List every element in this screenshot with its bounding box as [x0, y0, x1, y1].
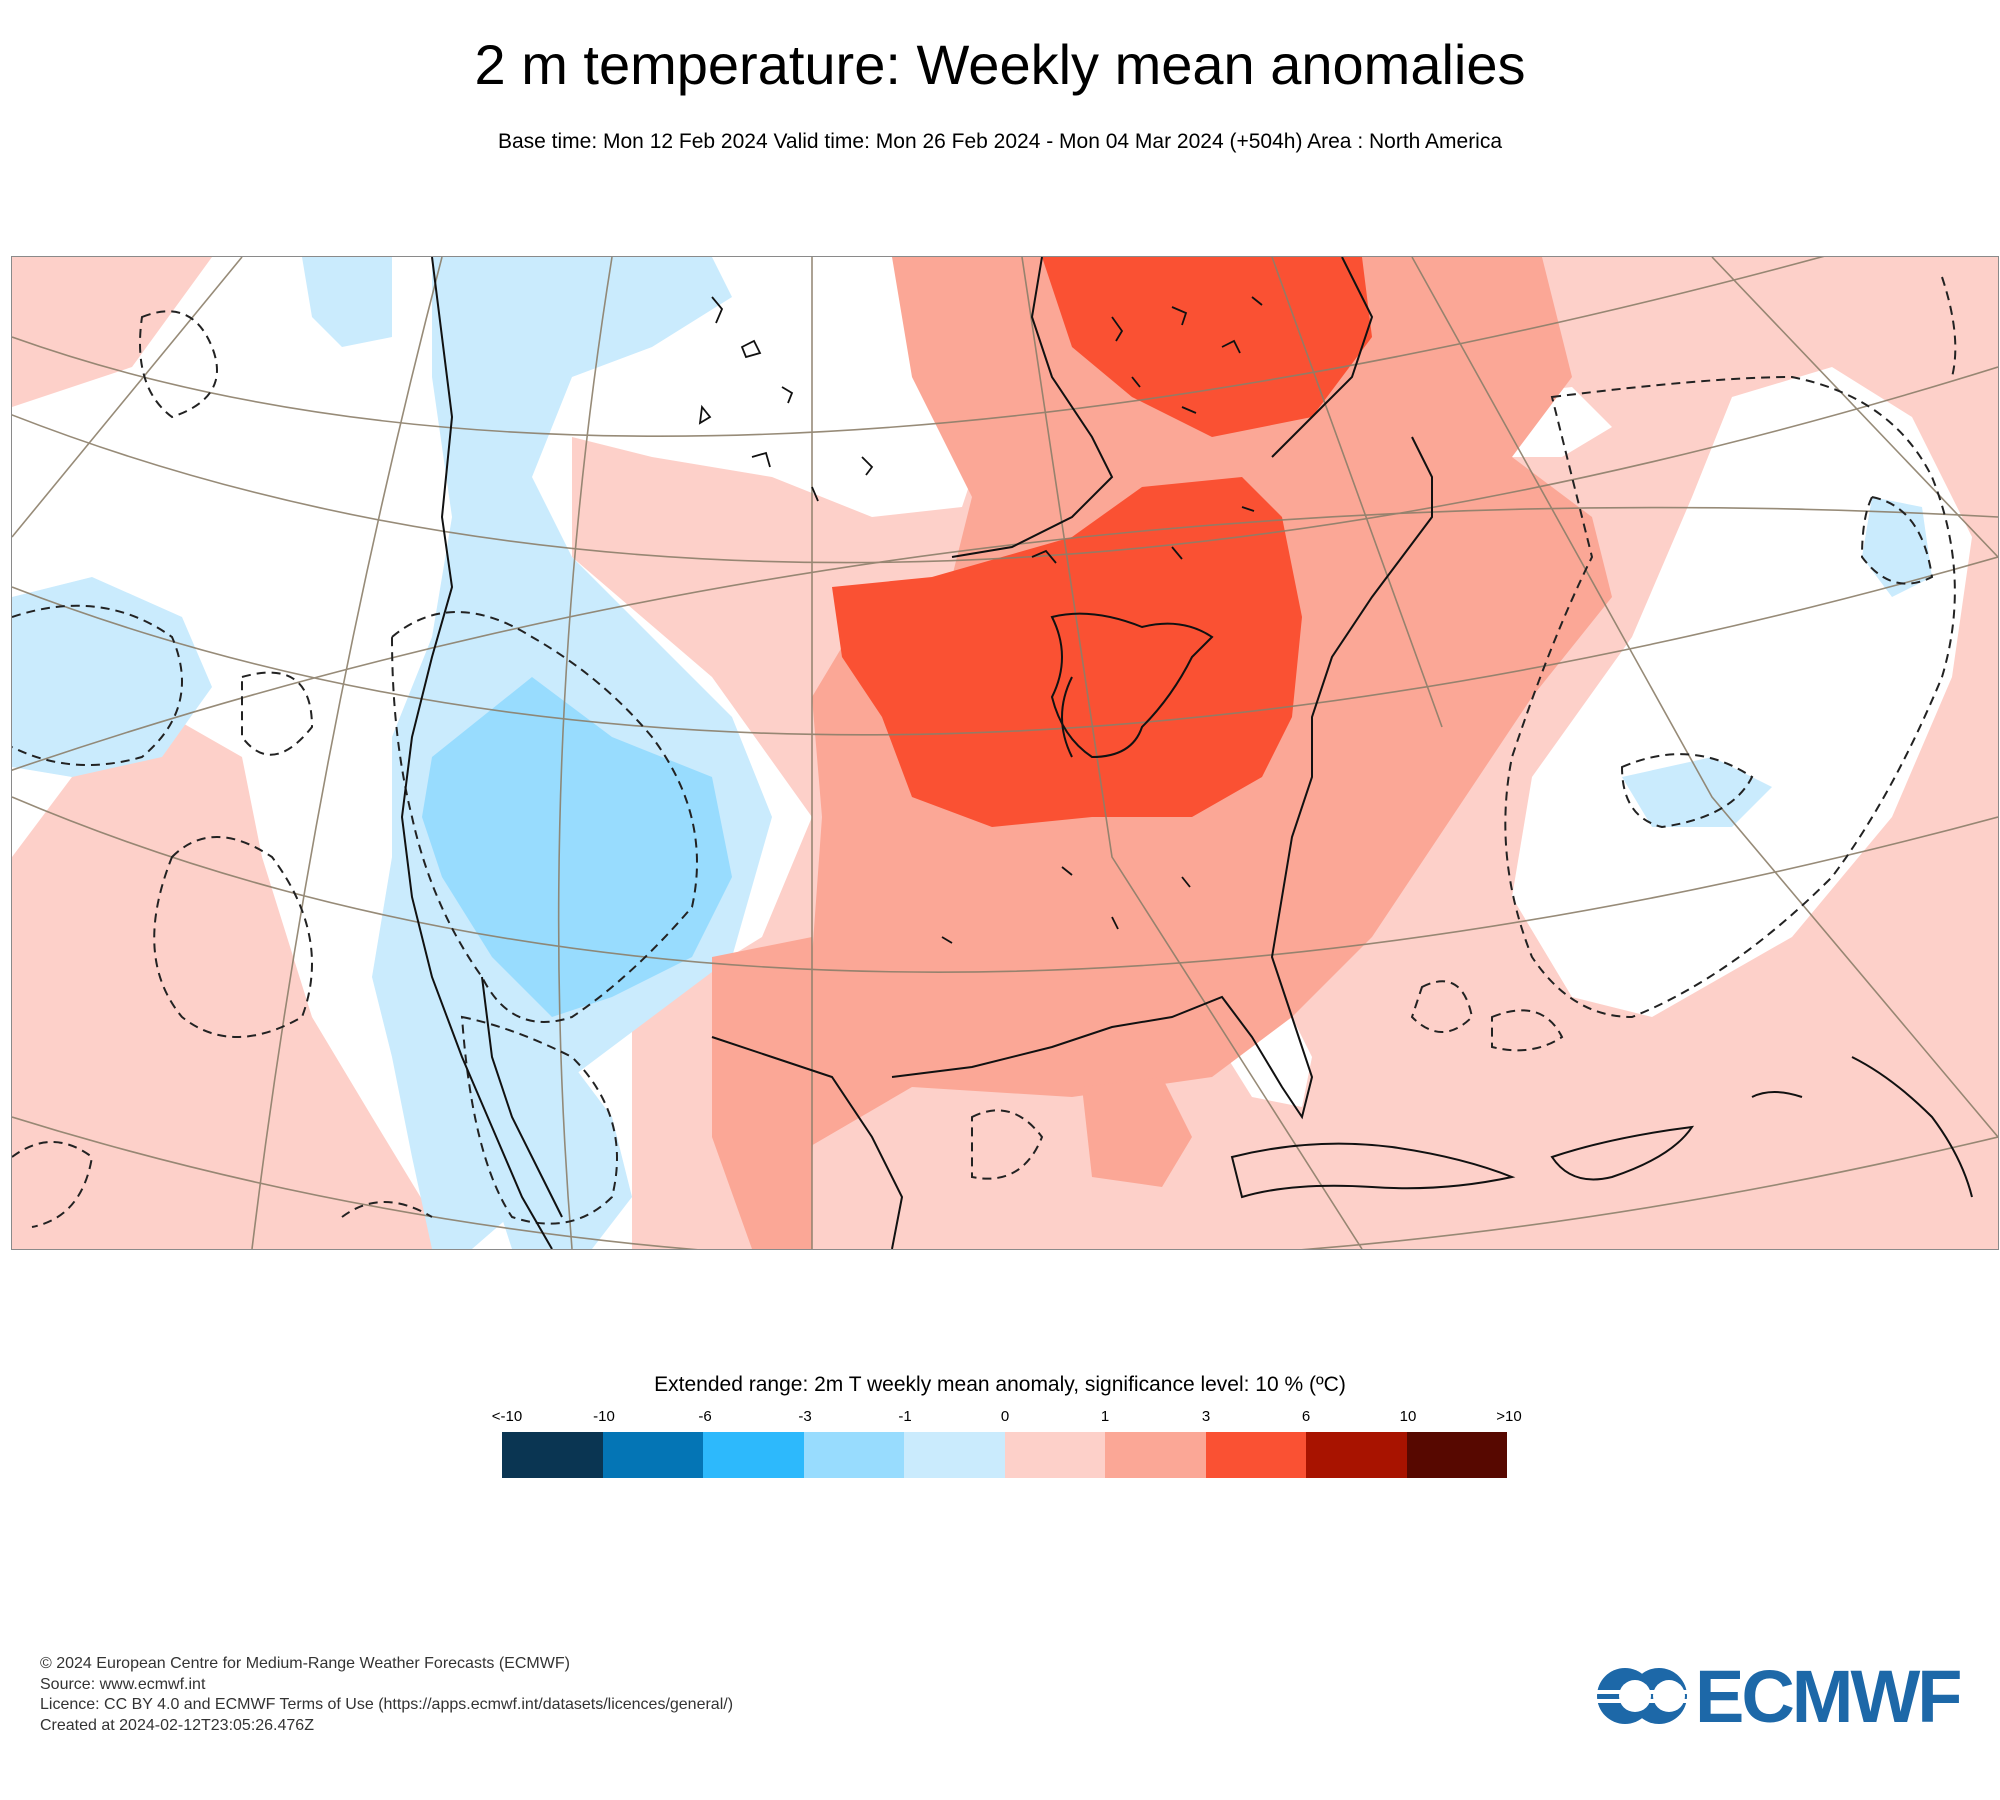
cold-weak-west — [302, 257, 392, 347]
legend-swatch-9 — [1406, 1432, 1507, 1478]
legend-swatch-7 — [1205, 1432, 1306, 1478]
legend-swatch-0 — [502, 1432, 603, 1478]
legend-tick: -1 — [898, 1408, 912, 1425]
warm-mid-gulf-blob — [1082, 1077, 1192, 1187]
ecmwf-logo-icon — [1595, 1668, 1691, 1724]
legend-tick: 3 — [1201, 1408, 1211, 1425]
cold-weak-east-blob — [1862, 497, 1932, 597]
legend-tick: -6 — [698, 1408, 712, 1425]
legend-tick: -10 — [593, 1408, 615, 1425]
ecmwf-logo: ECMWF — [1595, 1655, 1975, 1738]
licence-text: Licence: CC BY 4.0 and ECMWF Terms of Us… — [40, 1696, 734, 1713]
significance-contours — [12, 276, 1957, 1228]
legend-colorbar — [502, 1432, 1507, 1478]
footer: © 2024 European Centre for Medium-Range … — [40, 1654, 733, 1736]
copyright-text: © 2024 European Centre for Medium-Range … — [40, 1655, 570, 1672]
northern-islands — [698, 296, 1263, 944]
source-text: Source: www.ecmwf.int — [40, 1675, 206, 1693]
graticule — [12, 257, 1998, 1249]
warm-mid-southwest — [712, 937, 822, 1249]
legend-swatch-3 — [803, 1432, 904, 1478]
neutral-zone-atlantic — [1512, 367, 1972, 1017]
legend-tick: 6 — [1301, 1408, 1311, 1425]
legend-ticks: <-10 -10 -6 -3 -1 0 1 3 6 10 >10 — [0, 1408, 2000, 1428]
legend-swatch-8 — [1306, 1432, 1407, 1478]
legend-title: Extended range: 2m T weekly mean anomaly… — [654, 1373, 1346, 1396]
ecmwf-logo-text: ECMWF — [1695, 1655, 1962, 1738]
legend-swatch-4 — [904, 1432, 1005, 1478]
page-title: 2 m temperature: Weekly mean anomalies — [474, 33, 1526, 96]
legend-tick: 0 — [1000, 1408, 1010, 1425]
warm-strong-greatlakes — [832, 477, 1302, 827]
coastlines — [400, 257, 1973, 1249]
page-subtitle: Base time: Mon 12 Feb 2024 Valid time: M… — [497, 130, 1503, 153]
anomaly-map[interactable] — [11, 256, 1999, 1250]
cold-strong-southwest — [422, 677, 732, 1017]
legend-swatch-2 — [703, 1432, 804, 1478]
cold-weak-pacific — [12, 577, 212, 777]
created-text: Created at 2024-02-12T23:05:26.476Z — [40, 1716, 314, 1734]
cold-weak-mexico — [472, 1017, 632, 1249]
legend-swatch-6 — [1105, 1432, 1206, 1478]
legend-tick: -3 — [798, 1408, 812, 1425]
warm-strong-hudson — [1042, 257, 1372, 437]
legend-tick: 1 — [1100, 1408, 1110, 1425]
legend-tick: 10 — [1399, 1408, 1417, 1425]
legend-swatch-5 — [1004, 1432, 1105, 1478]
cold-weak-atlantic-blob — [1622, 757, 1772, 827]
legend-tick: >10 — [1496, 1408, 1522, 1425]
legend-tick: <-10 — [491, 1408, 523, 1425]
legend-swatch-1 — [602, 1432, 703, 1478]
